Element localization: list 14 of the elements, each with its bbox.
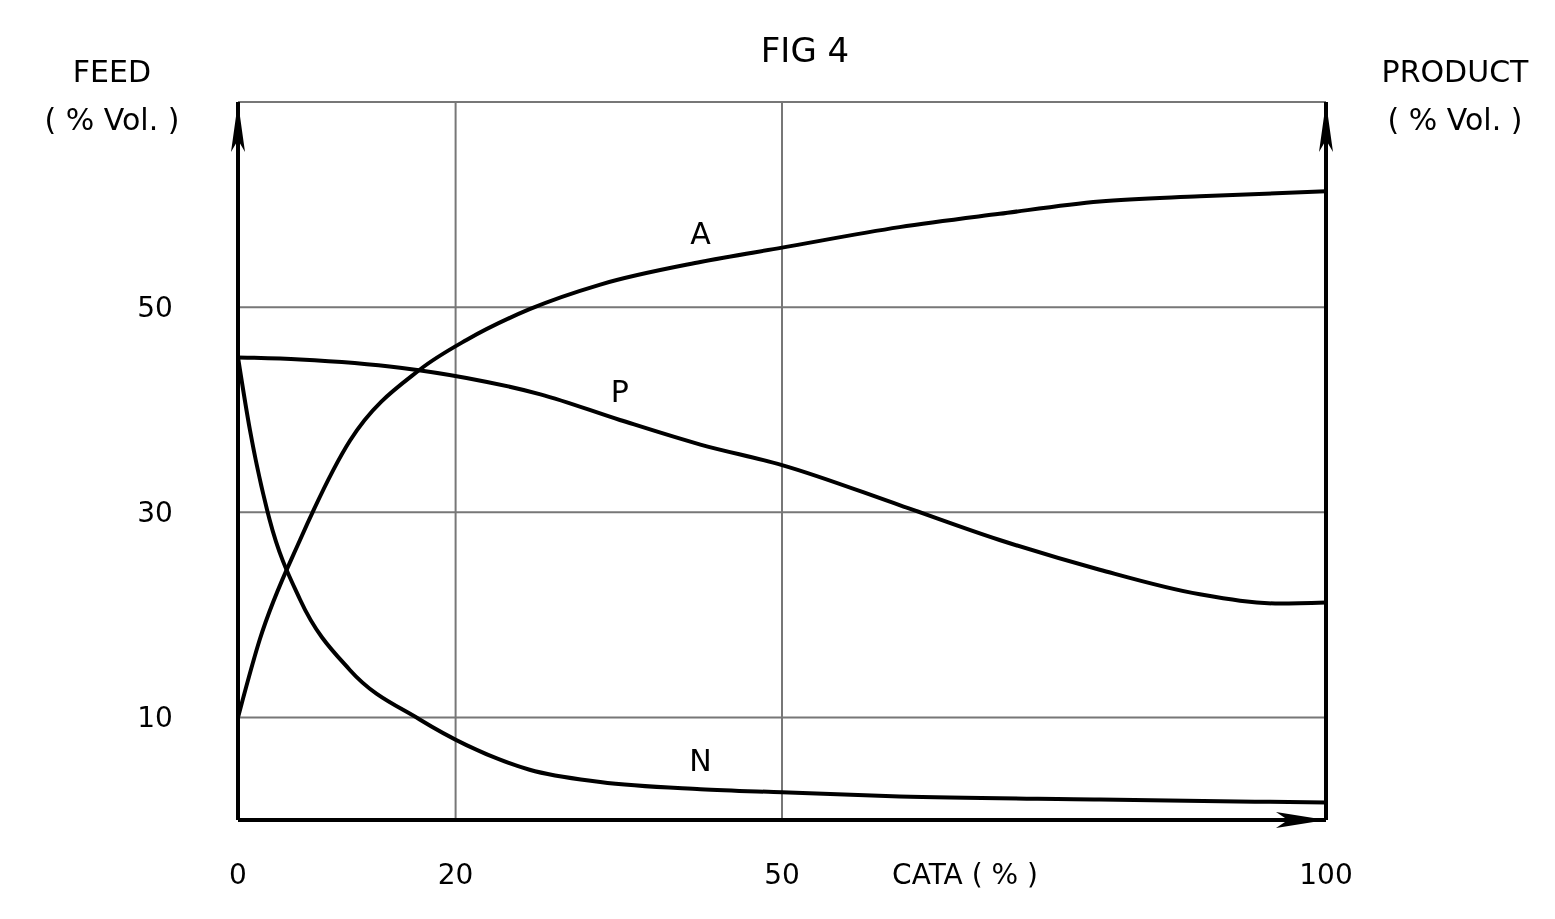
x-tick-label: 100 (1299, 858, 1353, 891)
x-axis-title: CATA ( % ) (892, 858, 1038, 891)
y-tick-label: 30 (137, 496, 173, 530)
x-tick-label: 20 (437, 858, 474, 891)
series-label: N (689, 743, 712, 779)
y2-axis-title: PRODUCT ( % Vol. ) (1381, 54, 1530, 137)
series-label: A (690, 216, 712, 252)
chart-title: FIG 4 (760, 30, 850, 70)
x-tick-label: 0 (229, 858, 247, 891)
y-axis-title: FEED ( % Vol. ) (44, 54, 180, 137)
series-label: P (610, 373, 629, 409)
y-tick-label: 50 (137, 291, 173, 325)
x-tick-label: 50 (764, 858, 800, 891)
y-tick-label: 10 (137, 701, 173, 735)
